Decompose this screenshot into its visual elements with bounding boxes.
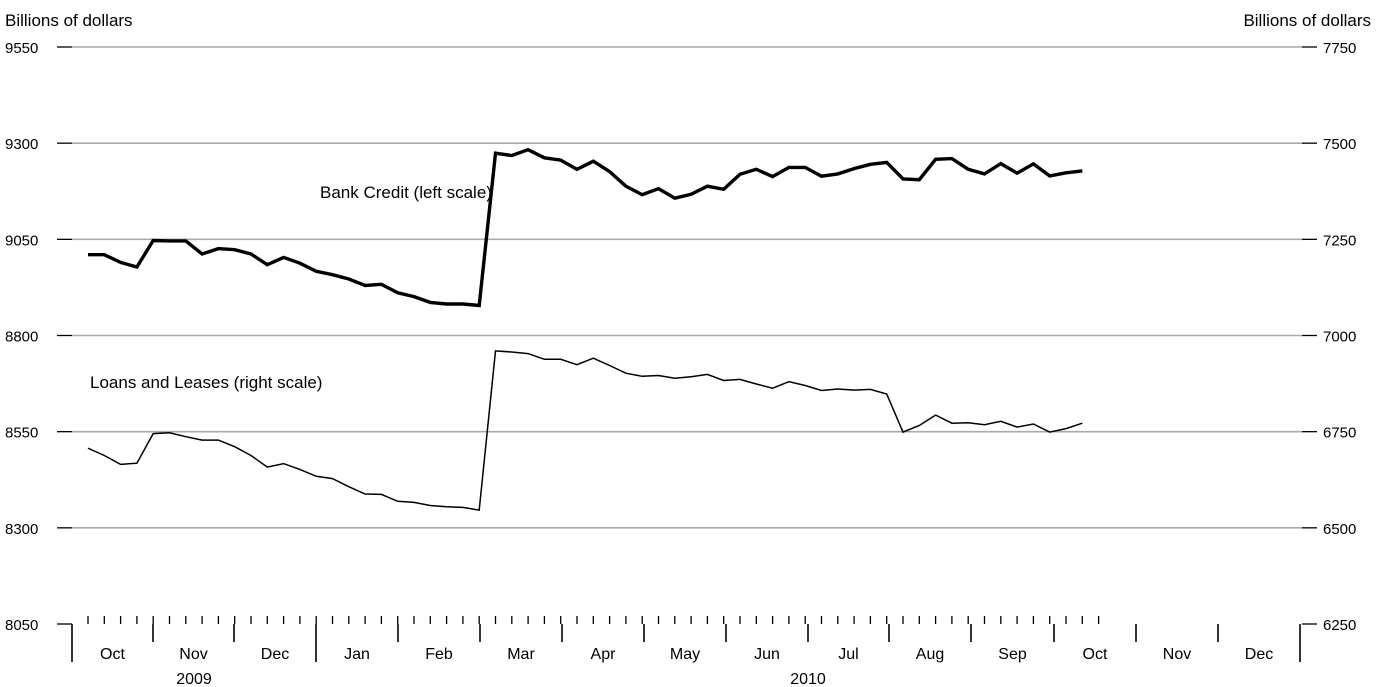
x-month-label: Jun xyxy=(754,646,780,663)
right-axis-label: Billions of dollars xyxy=(1243,11,1371,30)
left-tick-label: 8800 xyxy=(5,329,38,346)
x-month-label: Oct xyxy=(100,646,125,663)
right-axis: 6250 6500 6750 7000 7250 7500 7750 xyxy=(1302,40,1356,634)
x-month-label: Nov xyxy=(179,646,207,663)
left-tick-label: 9300 xyxy=(5,136,38,153)
series-label-bank-credit: Bank Credit (left scale) xyxy=(320,183,492,202)
left-axis: 8050 8300 8550 8800 9050 9300 9550 xyxy=(5,40,72,634)
right-tick-label: 7000 xyxy=(1323,329,1356,346)
left-axis-label: Billions of dollars xyxy=(5,11,133,30)
left-tick-label: 9050 xyxy=(5,232,38,249)
series-label-loans-and-leases: Loans and Leases (right scale) xyxy=(90,373,322,392)
x-month-label: Feb xyxy=(425,646,453,663)
right-tick-label: 6250 xyxy=(1323,617,1356,634)
x-month-label: Nov xyxy=(1163,646,1191,663)
x-month-label: Apr xyxy=(591,646,617,663)
right-tick-label: 6500 xyxy=(1323,521,1356,538)
right-tick-label: 6750 xyxy=(1323,425,1356,442)
left-tick-label: 8550 xyxy=(5,425,38,442)
right-tick-label: 7250 xyxy=(1323,232,1356,249)
x-year-label: 2010 xyxy=(790,671,826,687)
x-year-label: 2009 xyxy=(176,671,212,687)
left-tick-label: 9550 xyxy=(5,40,38,57)
x-month-label: Dec xyxy=(1245,646,1273,663)
x-month-label: Jan xyxy=(344,646,370,663)
x-month-label: Mar xyxy=(507,646,535,663)
x-month-label: Oct xyxy=(1083,646,1108,663)
gridlines xyxy=(72,46,1302,529)
left-tick-label: 8050 xyxy=(5,617,38,634)
x-month-label: May xyxy=(670,646,700,663)
x-month-label: Jul xyxy=(838,646,858,663)
x-month-label: Dec xyxy=(261,646,289,663)
left-tick-label: 8300 xyxy=(5,521,38,538)
series-line-bank-credit xyxy=(88,147,1083,308)
right-tick-label: 7500 xyxy=(1323,136,1356,153)
x-month-label: Aug xyxy=(916,646,944,663)
x-axis: Oct Nov Dec Jan Feb Mar Apr May Jun Jul Aug Sep Oct N… xyxy=(71,616,1301,687)
right-tick-label: 7750 xyxy=(1323,40,1356,57)
x-month-label: Sep xyxy=(998,646,1027,663)
series-line-loans-and-leases xyxy=(87,350,1083,511)
